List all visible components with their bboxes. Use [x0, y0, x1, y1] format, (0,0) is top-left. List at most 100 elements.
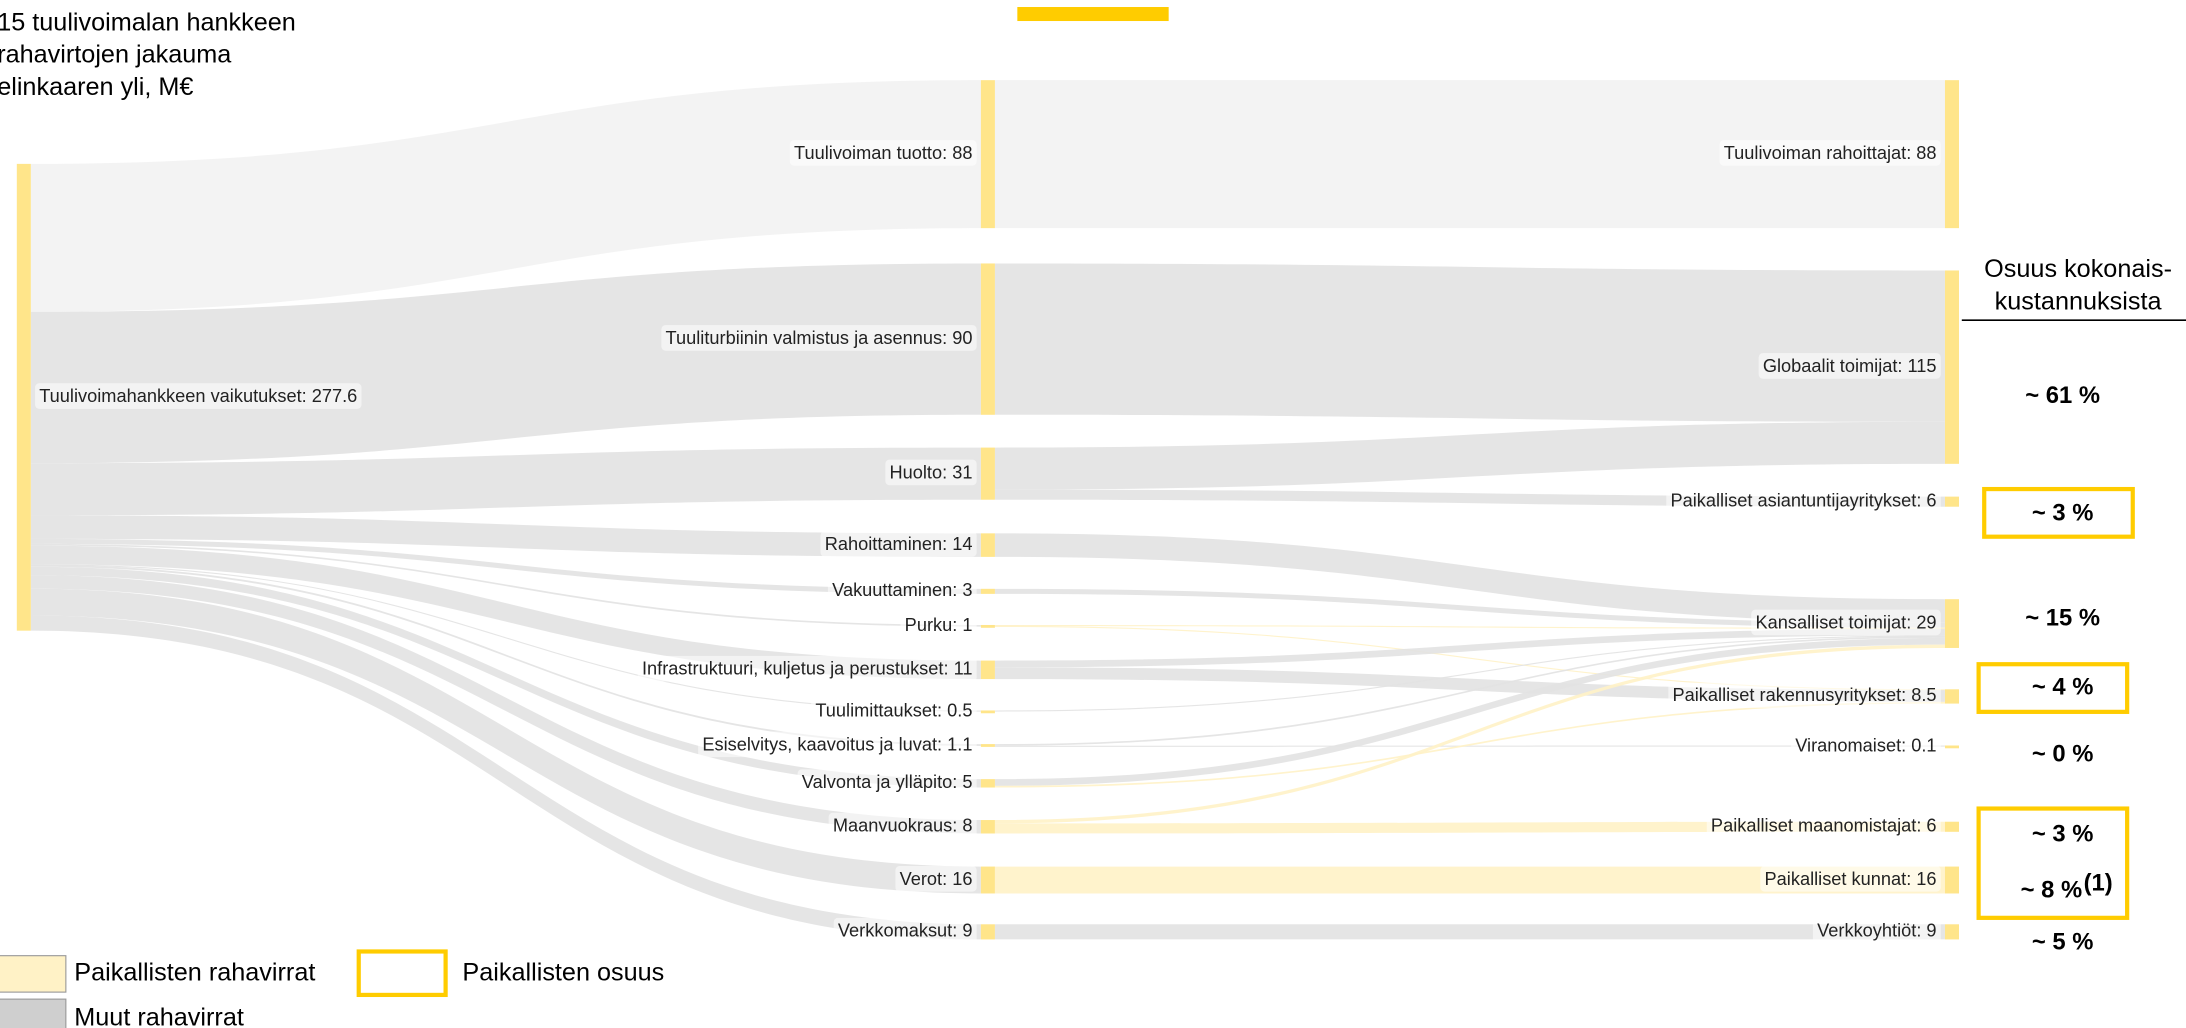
node-label-bg — [1668, 682, 1941, 709]
legend-swatch — [0, 955, 67, 993]
node-label-bg — [1751, 609, 1941, 636]
link — [994, 924, 1945, 940]
local-share-box — [1976, 806, 2130, 920]
node-label: Purku: 1 — [905, 615, 973, 635]
node — [1944, 689, 1959, 704]
link — [30, 263, 981, 464]
node — [980, 779, 995, 788]
legend-label: Paikallisten rahavirrat — [74, 959, 315, 987]
legend-label: Muut rahavirrat — [74, 1003, 244, 1028]
node-label: Rahoittaminen: 14 — [825, 534, 973, 554]
share-label: ~ 8 % — [2021, 877, 2083, 904]
share-header: kustannuksista — [1995, 287, 2163, 315]
share-label: ~ 5 % — [2032, 928, 2094, 955]
node — [980, 820, 995, 834]
node-label-bg — [827, 577, 977, 603]
node-label-bg — [828, 812, 977, 839]
title-line: rahavirtojen jakauma — [0, 41, 232, 69]
link — [994, 701, 1945, 788]
local-share-box — [1982, 486, 2135, 539]
share-label: ~ 15 % — [2025, 605, 2100, 632]
link — [994, 644, 1945, 824]
node — [980, 263, 995, 415]
node-label: Verkkoyhtiöt: 9 — [1817, 921, 1936, 941]
node-label: Kansalliset toimijat: 29 — [1755, 612, 1936, 632]
top-accent — [1017, 7, 1169, 22]
node-label-bg — [1719, 140, 1941, 166]
node-label: Paikalliset rakennusyritykset: 8.5 — [1673, 685, 1937, 705]
link — [994, 80, 1945, 229]
node-label: Tuulimittaukset: 0.5 — [815, 701, 972, 721]
link — [994, 533, 1945, 623]
link — [994, 866, 1945, 894]
link — [994, 624, 1945, 629]
link — [30, 447, 981, 516]
link — [30, 538, 981, 594]
node-label: Tuulivoiman rahoittajat: 88 — [1724, 143, 1937, 163]
share-label: ~ 3 % — [2032, 820, 2094, 847]
title-line: 15 tuulivoimalan hankkeen — [0, 8, 296, 36]
link — [30, 615, 981, 940]
node-label: Tuulivoiman tuotto: 88 — [794, 143, 972, 163]
node-label-bg — [797, 769, 977, 795]
local-share-box — [1976, 662, 2130, 714]
title-line: elinkaaren yli, M€ — [0, 73, 193, 101]
nodes — [16, 80, 1959, 940]
node — [980, 80, 995, 229]
node-label-bg — [661, 325, 977, 351]
node-label: Viranomaiset: 0.1 — [1795, 736, 1936, 756]
node-label-bg — [885, 459, 977, 486]
node-label-bg — [789, 140, 977, 166]
legend-swatch — [356, 949, 448, 998]
node — [980, 924, 995, 940]
node — [1944, 866, 1959, 894]
node-label-bg — [698, 731, 977, 758]
node — [1944, 924, 1959, 940]
share-header: Osuus kokonais- — [1984, 255, 2172, 283]
node-label-bg — [1791, 732, 1941, 759]
node-label: Verkkomaksut: 9 — [838, 921, 973, 941]
node — [1944, 821, 1959, 832]
share-label: ~ 61 % — [2025, 382, 2100, 409]
node-label: Valvonta ja ylläpito: 5 — [802, 772, 973, 792]
links — [30, 80, 1945, 940]
node-label: Paikalliset asiantuntijayritykset: 6 — [1670, 490, 1936, 510]
node-label: Huolto: 31 — [890, 462, 973, 482]
node-label-bg — [1758, 353, 1941, 379]
link — [30, 564, 981, 712]
link — [30, 543, 981, 627]
node-label: Esiselvitys, kaavoitus ja luvat: 1.1 — [702, 734, 972, 754]
node-label-bg — [1760, 866, 1941, 892]
node-label-bg — [1706, 812, 1941, 839]
link — [994, 628, 1945, 668]
node-label-bg — [35, 383, 362, 409]
link — [30, 545, 981, 680]
node — [980, 447, 995, 500]
node-label: Tuulivoimahankkeen vaikutukset: 277.6 — [39, 386, 357, 406]
link — [994, 637, 1945, 786]
share-label: ~ 0 % — [2032, 741, 2094, 768]
node — [1944, 496, 1959, 507]
link — [30, 588, 981, 894]
node-label: Globaalit toimijat: 115 — [1763, 356, 1937, 376]
node — [1944, 270, 1959, 464]
node — [1944, 599, 1959, 648]
node-label-bg — [895, 866, 977, 892]
node — [980, 533, 995, 557]
share-label: ~ 3 % — [2032, 500, 2094, 527]
node-label: Paikalliset kunnat: 16 — [1765, 869, 1937, 889]
node-label-bg — [833, 917, 977, 944]
node-label-bg — [820, 531, 977, 557]
node-label: Verot: 16 — [900, 869, 973, 889]
share-footnote: (1) — [2084, 870, 2113, 897]
node-label: Infrastruktuuri, kuljetus ja perustukset… — [642, 659, 973, 679]
node — [1944, 80, 1959, 229]
node-label-bg — [900, 612, 977, 638]
link — [30, 564, 981, 746]
node-label: Vakuuttaminen: 3 — [832, 580, 972, 600]
labels: Tuulivoimahankkeen vaikutukset: 277.6 Tuu… — [35, 140, 1941, 944]
link — [994, 588, 1945, 628]
node-label: Tuuliturbiinin valmistus ja asennus: 90 — [666, 328, 973, 348]
